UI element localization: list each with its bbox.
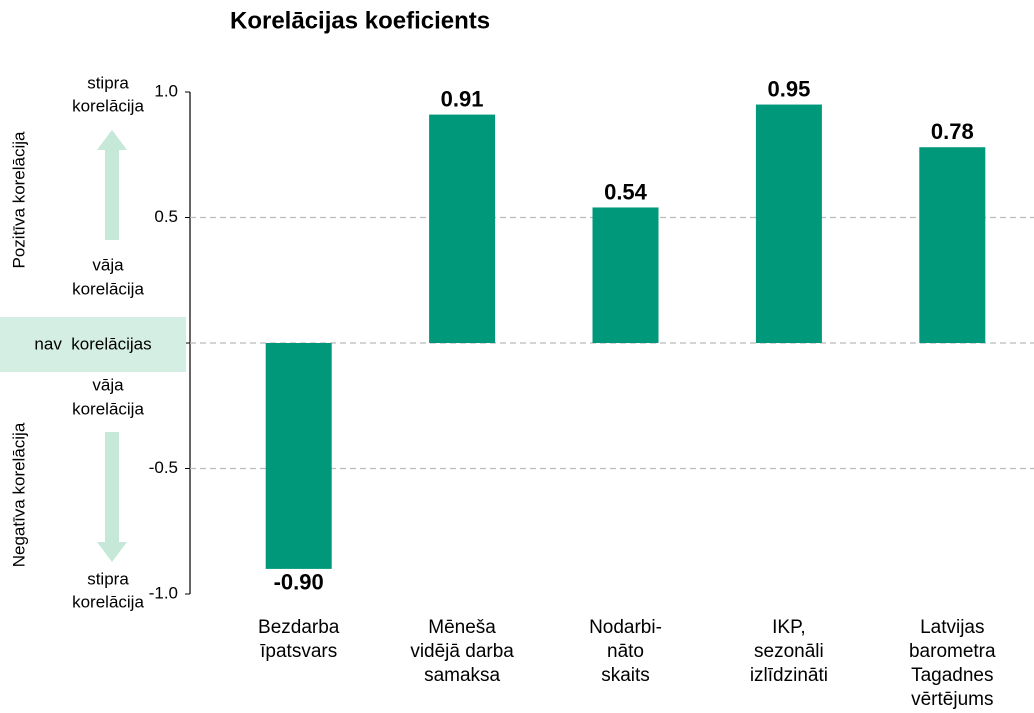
annotation: korelācija: [72, 279, 144, 298]
value-label: 0.95: [767, 76, 810, 101]
bar: [265, 343, 332, 569]
x-tick-label: nāto: [607, 641, 644, 662]
annotation: vāja: [92, 255, 124, 274]
y-tick-label: -0.5: [149, 458, 178, 477]
x-tick-label: Tagadnes: [911, 665, 993, 686]
bar: [592, 207, 659, 343]
annotation: korelācija: [72, 96, 144, 115]
annotation: korelācija: [72, 399, 144, 418]
value-label: -0.90: [274, 570, 324, 595]
x-tick-label: vidējā darba: [410, 641, 514, 662]
x-tick-label: Mēneša: [428, 617, 496, 638]
chart-title: Korelācijas koeficients: [230, 7, 490, 34]
y-tick-label: 1.0: [154, 81, 178, 100]
y-tick-label: -1.0: [149, 583, 178, 602]
x-tick-label: IKP,: [772, 617, 805, 638]
none-box: [0, 317, 186, 372]
annotation: stipra: [87, 569, 129, 588]
x-tick-label: vērtējums: [911, 689, 993, 710]
x-tick-label: Nodarbi-: [589, 617, 662, 638]
annotation: vāja: [92, 375, 124, 394]
x-tick-label: barometra: [909, 641, 996, 662]
plot: -1.0-0.50.00.51.0-0.90Bezdarbaīpatsvars0…: [149, 76, 1034, 710]
value-label: 0.54: [604, 179, 648, 204]
x-tick-label: skaits: [601, 665, 650, 686]
x-tick-label: Latvijas: [920, 617, 984, 638]
x-tick-label: sezonāli: [754, 641, 824, 662]
bar: [755, 104, 822, 343]
down-arrow: [97, 432, 127, 562]
y-tick-label: 0.5: [154, 207, 178, 226]
up-arrow: [97, 130, 127, 240]
bar: [429, 114, 496, 343]
x-tick-label: īpatsvars: [260, 641, 337, 662]
negative-label: Negatīva korelācija: [9, 422, 28, 567]
annotation: stipra: [87, 73, 129, 92]
value-label: 0.78: [931, 119, 974, 144]
bar: [919, 147, 986, 343]
value-label: 0.91: [441, 86, 484, 111]
x-tick-label: izlīdzināti: [750, 665, 828, 686]
annotation: korelācija: [72, 592, 144, 611]
x-tick-label: Bezdarba: [258, 617, 340, 638]
x-tick-label: samaksa: [424, 665, 500, 686]
annotation: nav korelācijas: [34, 334, 151, 353]
positive-label: Pozitīva korelācija: [9, 131, 28, 269]
